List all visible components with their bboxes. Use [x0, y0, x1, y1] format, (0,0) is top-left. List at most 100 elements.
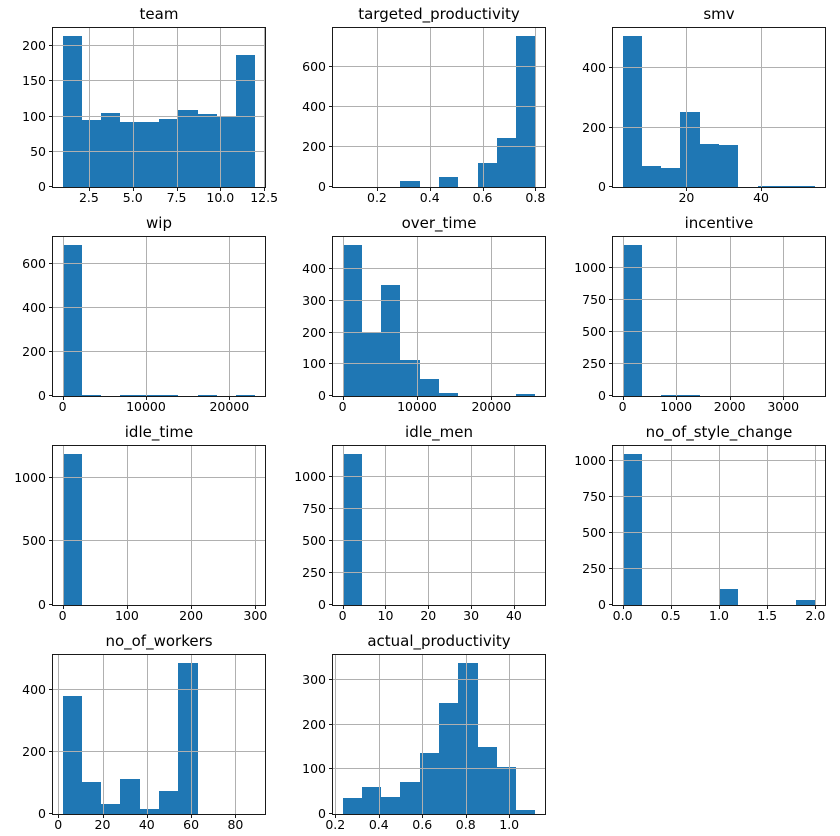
gridline-horizontal: [613, 267, 825, 269]
y-tick-mark: [49, 150, 53, 152]
histogram-team: team 2.5 5.0 7.5 10.0 12.5 0 50 100 150 200: [0, 0, 280, 209]
x-tick-mark: [58, 814, 60, 818]
x-tick-mark: [176, 187, 178, 191]
chart-title: over_time: [401, 214, 477, 232]
histogram-bar: [81, 394, 102, 396]
y-tick-mark: [609, 299, 613, 301]
histogram-bar: [381, 797, 401, 814]
x-tick-mark: [491, 396, 493, 400]
histogram-idle-time: idle_time 0 100 200 300 0 500 1000: [0, 418, 280, 627]
gridline-vertical: [482, 28, 484, 187]
plot-area: 0 10000 20000 0 100 200 300 400: [302, 236, 546, 414]
histogram-no-of-workers: no_of_workers 0 20 40 60 80 0 200 400: [0, 627, 280, 836]
histogram-bar: [699, 143, 719, 187]
histogram-bar: [458, 662, 478, 814]
y-tick-label: 1000: [14, 469, 46, 485]
x-tick-label: 0.6: [412, 817, 433, 832]
y-tick-label: 0: [318, 388, 326, 403]
gridline-horizontal: [333, 508, 545, 510]
x-tick-label: 0: [54, 817, 63, 832]
y-tick-label: 600: [22, 255, 46, 271]
y-tick-label: 200: [302, 324, 326, 340]
gridline-horizontal: [613, 531, 825, 533]
y-tick-mark: [329, 65, 333, 67]
x-tick-label: 2000: [713, 399, 746, 414]
y-tick-mark: [329, 395, 333, 396]
x-tick-mark: [235, 814, 237, 818]
y-tick-label: 300: [302, 672, 326, 688]
x-tick-mark: [342, 605, 344, 609]
chart-title: idle_men: [405, 423, 473, 441]
y-tick-mark: [329, 813, 333, 814]
y-tick-mark: [329, 363, 333, 365]
histogram-bar: [139, 121, 159, 187]
y-tick-mark: [609, 604, 613, 605]
gridline-vertical: [146, 655, 148, 814]
x-tick-label: 2.0: [805, 608, 826, 623]
histogram-bar: [400, 359, 420, 396]
gridline-vertical: [761, 28, 763, 187]
x-tick-label: 0.8: [525, 190, 546, 205]
histogram-over-time: over_time 0 10000 20000 0 100 200 300 400: [280, 209, 560, 418]
x-tick-label: 60: [183, 817, 200, 832]
histogram-bar: [197, 394, 217, 396]
x-tick-mark: [146, 814, 148, 818]
x-tick-mark: [622, 396, 624, 400]
x-tick-label: 40: [505, 608, 522, 623]
y-tick-mark: [609, 126, 613, 128]
gridline-horizontal: [613, 567, 825, 569]
x-tick-mark: [422, 814, 424, 818]
gridline-horizontal: [53, 150, 265, 152]
chart-title: no_of_style_change: [645, 423, 793, 441]
histogram-bar: [197, 114, 217, 187]
gridline-vertical: [62, 446, 64, 605]
histogram-bar: [381, 285, 401, 396]
gridline-vertical: [88, 28, 90, 187]
x-tick-mark: [719, 605, 720, 609]
y-tick-label: 0: [318, 179, 326, 194]
y-tick-label: 0: [598, 597, 606, 612]
y-tick-mark: [329, 679, 333, 681]
x-tick-label: 0.5: [660, 608, 681, 623]
y-tick-label: 750: [582, 488, 606, 504]
gridline-vertical: [191, 655, 193, 814]
histogram-bar: [400, 181, 420, 187]
histogram-bar: [661, 394, 681, 396]
y-tick-label: 1000: [574, 260, 606, 276]
histogram-bar: [62, 244, 82, 396]
plot-area: 0.0 0.5 1.0 1.5 2.0 0 250 500 750 1000: [574, 445, 826, 623]
gridline-vertical: [62, 237, 64, 396]
histogram-smv: smv 20 40 0 200 400: [560, 0, 840, 209]
y-tick-label: 750: [582, 292, 606, 308]
y-tick-mark: [49, 186, 53, 187]
x-tick-label: 0.2: [367, 190, 387, 205]
y-tick-label: 200: [22, 744, 46, 760]
gridline-vertical: [767, 446, 769, 605]
histogram-bar: [159, 791, 179, 814]
histogram-bar: [178, 110, 198, 187]
y-tick-label: 400: [302, 98, 326, 114]
histogram-bar: [159, 118, 179, 187]
histogram-bar: [236, 55, 256, 187]
chart-title: no_of_workers: [105, 632, 213, 650]
x-tick-mark: [132, 187, 134, 191]
chart-title: idle_time: [124, 423, 194, 441]
y-tick-label: 1000: [574, 452, 606, 468]
y-tick-label: 0: [318, 597, 326, 612]
x-tick-mark: [622, 605, 624, 609]
gridline-vertical: [513, 446, 515, 605]
y-tick-label: 250: [582, 560, 606, 576]
x-tick-label: 1.5: [757, 608, 778, 623]
gridline-vertical: [509, 655, 511, 814]
y-tick-label: 100: [302, 761, 326, 777]
x-tick-mark: [145, 396, 147, 400]
x-tick-mark: [376, 187, 378, 191]
x-tick-label: 0.6: [472, 190, 493, 205]
gridline-horizontal: [333, 679, 545, 681]
gridline-horizontal: [333, 331, 545, 333]
gridline-vertical: [126, 446, 128, 605]
y-tick-label: 600: [302, 58, 326, 74]
gridline-vertical: [535, 28, 537, 187]
y-tick-mark: [49, 689, 53, 691]
gridline-horizontal: [53, 45, 265, 47]
